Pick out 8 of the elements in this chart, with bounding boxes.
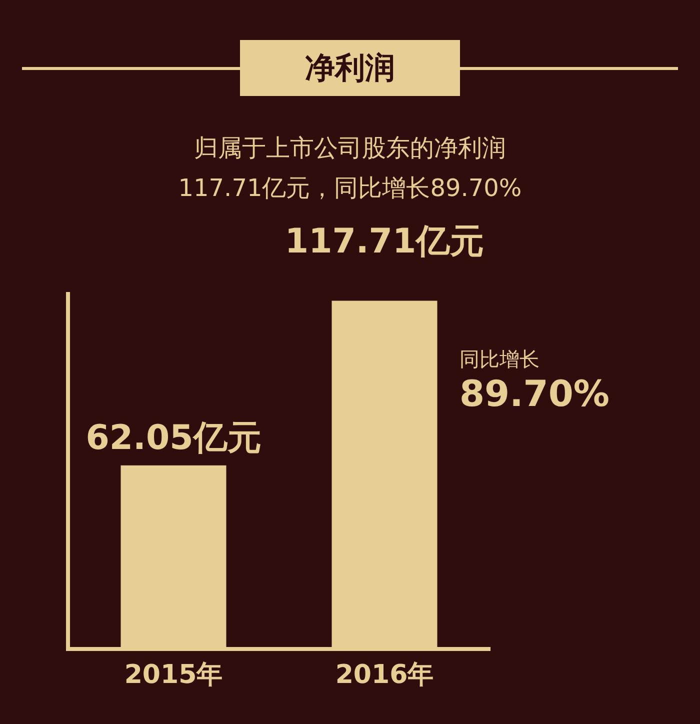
- annotation: 89.70%: [460, 374, 610, 416]
- annotation: 同比增长: [460, 346, 540, 371]
- x-tick-label: 2015年: [124, 660, 223, 690]
- chart-title: 净利润: [240, 40, 460, 96]
- x-tick-label: 2016年: [335, 660, 434, 690]
- data-label: 117.71亿元: [284, 222, 484, 262]
- chart-subtitle: 归属于上市公司股东的净利润 117.71亿元，同比增长89.70%: [177, 133, 523, 204]
- data-label: 62.05亿元: [86, 418, 262, 458]
